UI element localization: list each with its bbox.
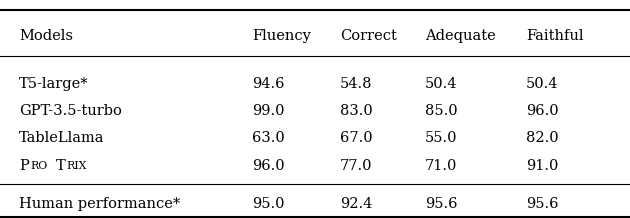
Text: 83.0: 83.0 [340, 104, 373, 118]
Text: 63.0: 63.0 [252, 131, 285, 145]
Text: 95.6: 95.6 [425, 197, 458, 211]
Text: RO: RO [30, 161, 47, 171]
Text: 96.0: 96.0 [252, 159, 285, 173]
Text: 71.0: 71.0 [425, 159, 457, 173]
Text: 99.0: 99.0 [252, 104, 285, 118]
Text: 77.0: 77.0 [340, 159, 373, 173]
Text: 91.0: 91.0 [526, 159, 558, 173]
Text: 50.4: 50.4 [526, 77, 559, 91]
Text: 92.4: 92.4 [340, 197, 372, 211]
Text: T: T [55, 159, 65, 173]
Text: P: P [19, 159, 28, 173]
Text: Correct: Correct [340, 29, 397, 43]
Text: 85.0: 85.0 [425, 104, 458, 118]
Text: 67.0: 67.0 [340, 131, 373, 145]
Text: Models: Models [19, 29, 73, 43]
Text: Adequate: Adequate [425, 29, 496, 43]
Text: 55.0: 55.0 [425, 131, 458, 145]
Text: 96.0: 96.0 [526, 104, 559, 118]
Text: Faithful: Faithful [526, 29, 583, 43]
Text: 95.6: 95.6 [526, 197, 559, 211]
Text: TableLlama: TableLlama [19, 131, 105, 145]
Text: 82.0: 82.0 [526, 131, 559, 145]
Text: 54.8: 54.8 [340, 77, 373, 91]
Text: RIX: RIX [67, 161, 88, 171]
Text: 95.0: 95.0 [252, 197, 285, 211]
Text: 94.6: 94.6 [252, 77, 285, 91]
Text: GPT-3.5-turbo: GPT-3.5-turbo [19, 104, 122, 118]
Text: 50.4: 50.4 [425, 77, 458, 91]
Text: Fluency: Fluency [252, 29, 311, 43]
Text: Human performance*: Human performance* [19, 197, 180, 211]
Text: T5-large*: T5-large* [19, 77, 89, 91]
